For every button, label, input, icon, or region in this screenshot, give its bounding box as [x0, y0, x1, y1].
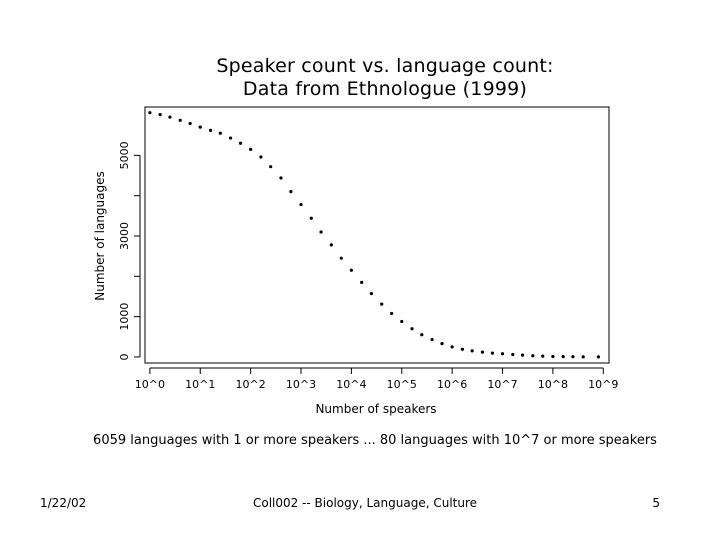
data-point — [289, 190, 293, 194]
data-point — [490, 351, 495, 355]
y-axis-label: Number of languages — [93, 171, 107, 301]
data-point — [380, 302, 384, 306]
plot-frame — [144, 106, 610, 364]
y-tick-label: 1000 — [118, 303, 131, 331]
x-tick-label: 10^8 — [538, 378, 568, 391]
data-point — [319, 230, 323, 234]
data-point — [511, 352, 515, 357]
chart-title-line-2: Data from Ethnologue (1999) — [242, 78, 528, 100]
data-point — [551, 354, 555, 359]
data-point — [238, 141, 243, 145]
data-point — [259, 155, 263, 159]
chart-title-line-1: Speaker count vs. language count: — [216, 55, 554, 77]
data-point — [561, 355, 565, 359]
data-point — [581, 355, 585, 359]
x-tick-label: 10^5 — [387, 378, 417, 391]
x-tick-label: 10^9 — [588, 378, 618, 391]
data-point — [596, 355, 600, 359]
data-point — [520, 353, 525, 357]
x-tick-label: 10^7 — [487, 378, 517, 391]
x-tick-label: 10^4 — [336, 378, 366, 391]
data-points — [148, 111, 600, 359]
data-point — [360, 280, 364, 284]
data-point — [400, 319, 404, 324]
data-point — [369, 292, 374, 296]
x-tick-label: 10^1 — [185, 378, 215, 391]
data-point — [228, 136, 233, 140]
data-point — [410, 327, 414, 331]
y-tick-label: 3000 — [118, 222, 131, 250]
data-point — [168, 115, 172, 119]
data-point — [309, 216, 313, 220]
data-point — [420, 333, 424, 337]
y-axis: 0 1000 3000 5000 — [118, 141, 141, 360]
y-tick-label: 0 — [118, 353, 131, 360]
data-point — [531, 354, 535, 358]
x-axis-label: Number of speakers — [315, 402, 436, 416]
data-point — [249, 147, 253, 151]
data-point — [178, 118, 182, 122]
data-point — [571, 355, 575, 359]
data-point — [450, 345, 454, 349]
data-point — [460, 347, 465, 351]
data-point — [349, 268, 353, 272]
data-point — [500, 352, 505, 356]
data-point — [299, 202, 303, 207]
scatter-chart: 10^0 10^1 10^2 10^3 10^4 10^5 10^6 10^7 10^8 10^9… — [93, 106, 618, 416]
data-point — [148, 111, 152, 115]
data-point — [208, 128, 213, 132]
x-axis: 10^0 10^1 10^2 10^3 10^4 10^5 10^6 10^7 10^8 10^9 — [135, 367, 618, 391]
data-point — [329, 243, 333, 247]
data-point — [279, 176, 283, 180]
data-point — [440, 342, 444, 346]
data-point — [430, 338, 434, 342]
data-point — [339, 256, 343, 260]
data-point — [269, 165, 273, 169]
x-tick-label: 10^0 — [135, 378, 165, 391]
data-point — [480, 350, 485, 354]
x-tick-label: 10^6 — [437, 378, 467, 391]
data-point — [541, 354, 545, 358]
data-point — [158, 113, 162, 117]
x-tick-label: 10^2 — [236, 378, 266, 391]
chart-caption: 6059 languages with 1 or more speakers .… — [93, 433, 657, 448]
x-tick-label: 10^3 — [286, 378, 316, 391]
footer-course: Coll002 -- Biology, Language, Culture — [252, 496, 478, 510]
data-point — [218, 131, 222, 135]
footer-date: 1/22/02 — [40, 496, 87, 510]
data-point — [470, 349, 474, 353]
footer-page-number: 5 — [652, 496, 660, 510]
data-point — [188, 121, 192, 126]
y-tick-label: 5000 — [118, 141, 131, 169]
data-point — [198, 125, 202, 129]
data-point — [390, 311, 394, 316]
